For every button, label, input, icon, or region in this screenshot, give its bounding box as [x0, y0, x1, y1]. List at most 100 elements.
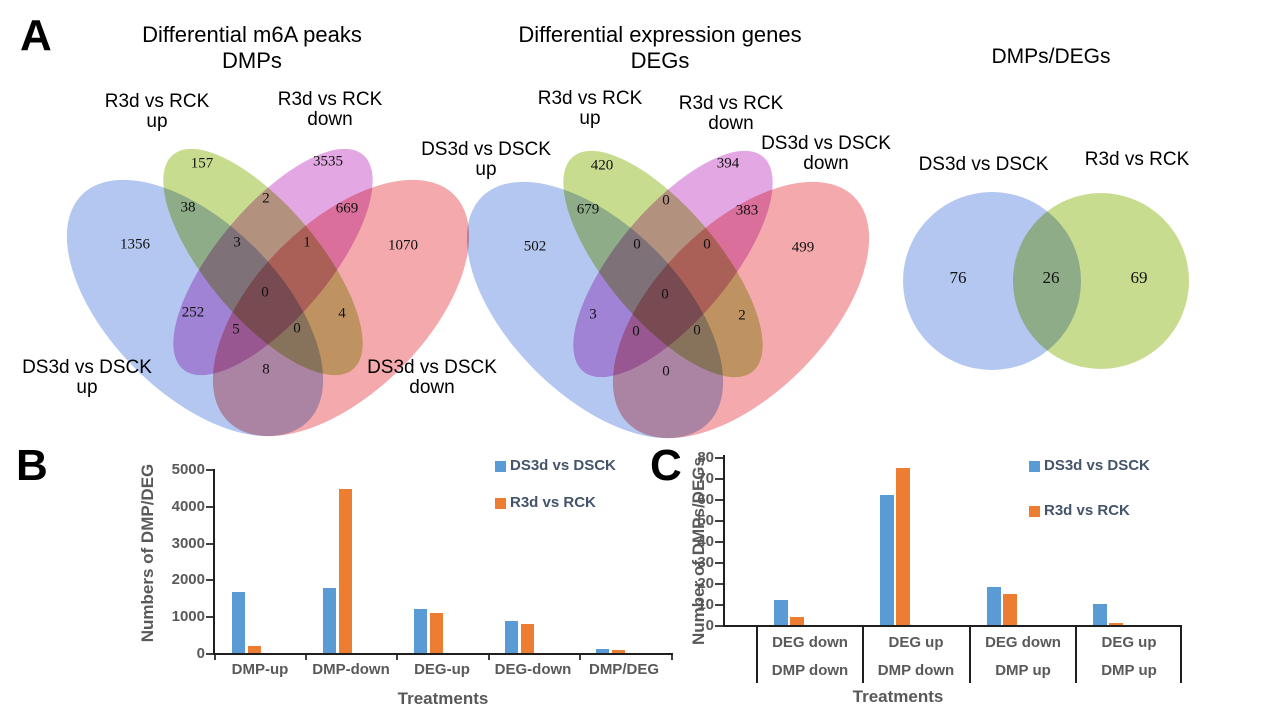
venn-count-green-only: 420 [590, 157, 614, 174]
x-category-label: DMP up [995, 662, 1051, 679]
bar-dmp-deg-r3d [612, 649, 625, 653]
venn-count-magenta-only: 394 [716, 155, 740, 172]
x-category-label: DEG-up [414, 661, 470, 678]
chart-c-x-axis-title: Treatments [852, 687, 944, 706]
legend-label-ds3d: DS3d vs DSCK [510, 457, 616, 474]
set-label-line: DS3d vs DSCK [761, 133, 891, 154]
x-category-label: DEG down [772, 634, 848, 651]
bar-deg-up-r3d [430, 612, 443, 653]
y-tick-mark [715, 478, 723, 480]
chart-b-x-axis [213, 653, 673, 655]
venn-overlap-label-left: DS3d vs DSCK [918, 154, 1049, 175]
set-label-line: down [307, 109, 353, 130]
y-tick-label: 40 [697, 533, 714, 550]
venn-count-blue-only: 502 [523, 238, 547, 255]
y-tick-label: 30 [697, 554, 714, 571]
x-tick-mark [214, 655, 216, 660]
venn-count-green-red: 4 [338, 305, 346, 322]
bar-degdown-dmpdown-r3d [790, 616, 804, 625]
set-label-line: R3d vs RCK [678, 93, 784, 114]
y-tick-label: 80 [697, 449, 714, 466]
y-tick-mark [206, 579, 214, 581]
bar-degup-dmpdown-ds3d [880, 494, 894, 625]
venn-count-green-magenta: 2 [262, 190, 270, 207]
bar-degdown-dmpup-r3d [1003, 593, 1017, 625]
venn-degs-label-green: R3d vs RCK up [505, 89, 675, 129]
venn-degs-label-red: DS3d vs DSCK down [741, 134, 911, 174]
y-tick-label: 5000 [171, 461, 205, 478]
panel-b-label: B [16, 441, 48, 490]
venn-count-blue-green-red: 0 [693, 322, 701, 339]
venn-count-green-red: 2 [738, 307, 746, 324]
chart-c-x-axis [723, 625, 1182, 627]
legend-label-ds3d: DS3d vs DSCK [1044, 457, 1150, 474]
venn-count-overlap: 26 [1042, 268, 1060, 287]
y-tick-label: 0 [196, 645, 205, 662]
venn-overlap-label-right: R3d vs RCK [1084, 149, 1190, 170]
venn-count-red-only: 499 [791, 239, 815, 256]
venn-dmps-label-green: R3d vs RCK up [72, 92, 242, 132]
bar-degdown-dmpup-ds3d [987, 587, 1001, 625]
venn-count-blue-green-magenta: 0 [633, 236, 641, 253]
venn-degs-label-blue: DS3d vs DSCK up [401, 140, 571, 180]
venn-count-blue-magenta-red: 0 [632, 323, 640, 340]
venn-count-magenta-red: 669 [335, 200, 359, 217]
venn-count-center: 0 [661, 286, 669, 303]
bar-deg-down-ds3d [505, 620, 518, 653]
y-tick-mark [206, 506, 214, 508]
venn-dmps-title-line2: DMPs [222, 48, 282, 73]
bar-degdown-dmpdown-ds3d [774, 599, 788, 625]
venn-count-blue-green: 679 [576, 201, 600, 218]
venn-degs-title: Differential expression genes DEGs [480, 22, 840, 74]
y-tick-label: 0 [705, 617, 714, 634]
venn-count-green-magenta: 0 [662, 192, 670, 209]
bar-dmp-down-ds3d [323, 588, 336, 653]
x-tick-mark [396, 655, 398, 660]
y-tick-label: 50 [697, 512, 714, 529]
venn-count-green-only: 157 [190, 155, 214, 172]
venn-count-left: 76 [949, 268, 967, 287]
category-divider [862, 627, 864, 683]
set-label-line: down [708, 113, 754, 134]
bar-dmp-down-r3d [339, 488, 352, 653]
venn-count-magenta-only: 3535 [313, 153, 343, 170]
bar-degup-dmpdown-r3d [896, 467, 910, 625]
venn-count-red-only: 1070 [388, 237, 418, 254]
category-divider [1075, 627, 1077, 683]
venn-count-blue-only: 1356 [120, 236, 150, 253]
x-category-label: DEG up [1101, 634, 1157, 651]
category-divider [756, 627, 758, 683]
y-tick-mark [206, 616, 214, 618]
venn-dmps-label-magenta: R3d vs RCK down [245, 90, 415, 130]
x-category-label: DEG up [888, 634, 944, 651]
venn-count-blue-green: 38 [180, 199, 196, 216]
y-tick-mark [206, 653, 214, 655]
bar-dmp-deg-ds3d [596, 649, 609, 653]
category-divider [969, 627, 971, 683]
legend-label-r3d: R3d vs RCK [1044, 502, 1130, 519]
venn-count-blue-red: 8 [262, 361, 270, 378]
x-tick-mark [488, 655, 490, 660]
venn-count-blue-magenta: 3 [589, 306, 597, 323]
set-label-line: R3d vs RCK [104, 91, 210, 112]
y-tick-mark [715, 457, 723, 459]
venn-degs-label-magenta: R3d vs RCK down [646, 94, 816, 134]
venn-degs-diagram: 502 420 394 499 679 0 383 0 0 0 3 2 0 0 … [421, 120, 915, 484]
y-tick-mark [715, 541, 723, 543]
x-category-label: DEG down [985, 634, 1061, 651]
bar-degup-dmpup-ds3d [1093, 604, 1107, 625]
venn-count-green-magenta-red: 0 [703, 236, 711, 253]
set-label-line: down [803, 153, 849, 174]
panel-c-label: C [650, 441, 682, 490]
y-tick-label: 60 [697, 491, 714, 508]
category-divider [1180, 627, 1182, 683]
venn-degs-title-line2: DEGs [630, 48, 690, 73]
set-label-line: up [579, 108, 601, 129]
x-tick-mark [671, 655, 673, 660]
venn-count-blue-magenta-red: 5 [232, 321, 240, 338]
legend-swatch-orange [1029, 506, 1040, 517]
chart-b-x-axis-title: Treatments [397, 689, 489, 708]
y-tick-label: 3000 [171, 535, 205, 552]
